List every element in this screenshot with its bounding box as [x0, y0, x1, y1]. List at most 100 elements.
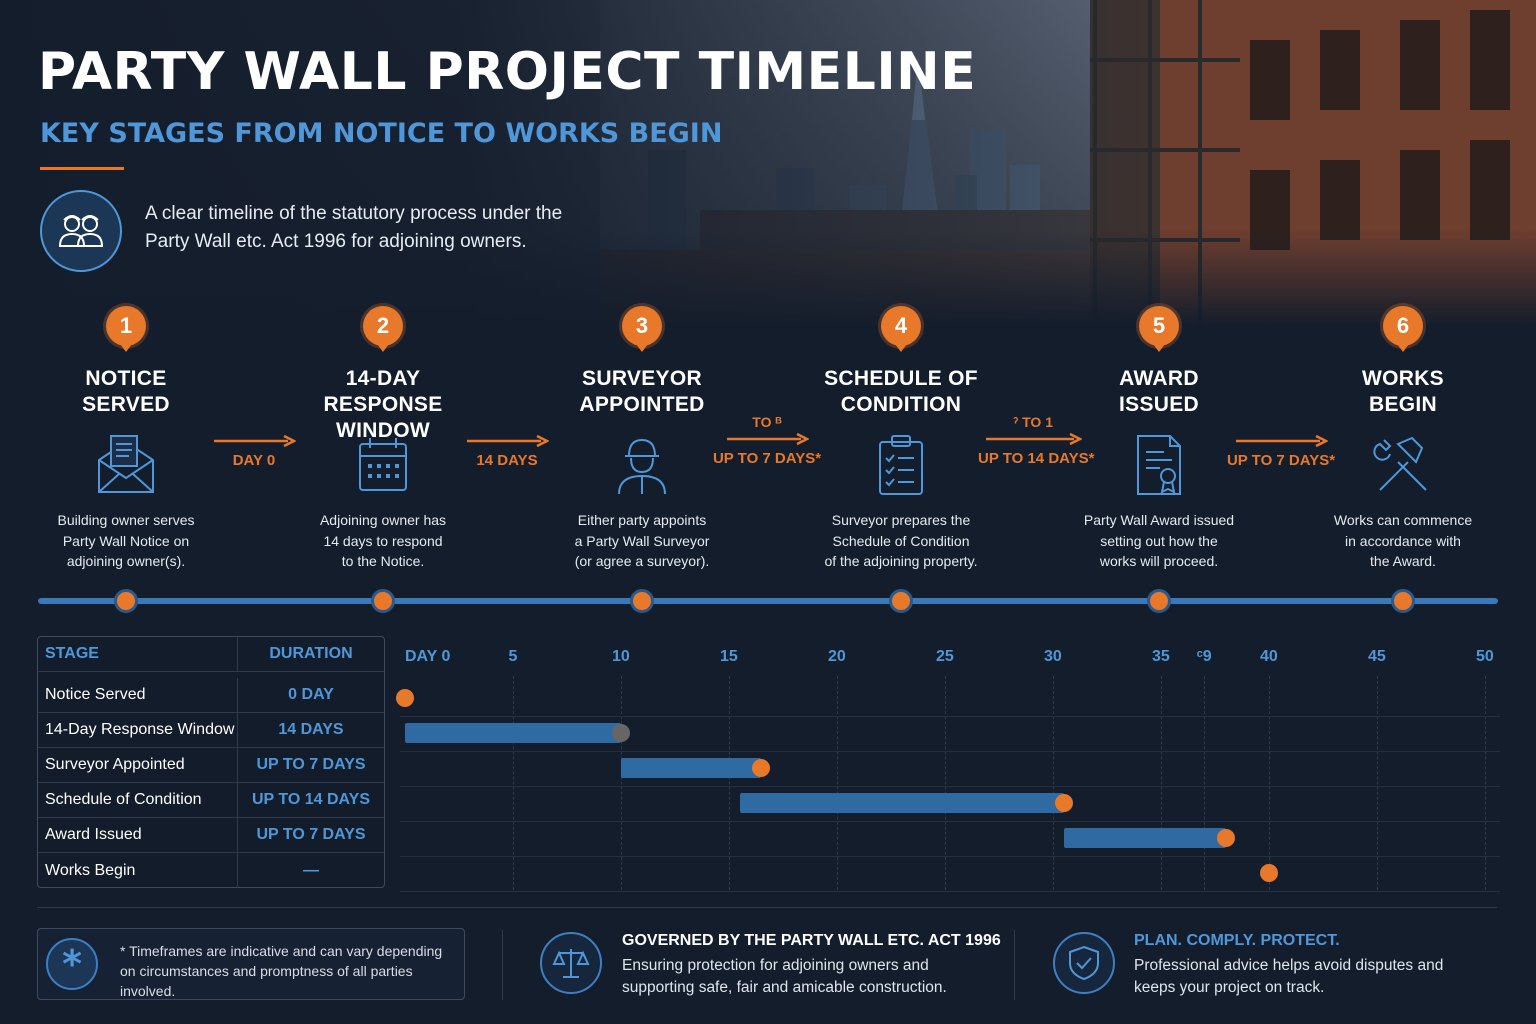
- asterisk-icon: *: [46, 938, 98, 990]
- stage-pin: [1153, 344, 1165, 352]
- gantt-tick-label: 15: [720, 648, 738, 665]
- stage-pin: [1397, 344, 1409, 352]
- table-row: 14-Day Response Window 14 DAYS: [38, 713, 384, 748]
- table-cell-duration: 0 DAY: [288, 686, 334, 703]
- stage-number-badge: 1: [106, 306, 146, 346]
- gantt-gridline: [1204, 676, 1206, 890]
- gantt-milestone-marker: [1054, 794, 1073, 812]
- table-cell-stage: Surveyor Appointed: [38, 748, 238, 782]
- gantt-bar: [405, 723, 621, 743]
- hero-background: [0, 0, 1536, 326]
- gantt-milestone-marker: [1216, 829, 1235, 847]
- arrow-right-icon: [214, 434, 296, 448]
- gantt-bar: [621, 758, 762, 778]
- table-header-duration: DURATION: [269, 645, 353, 662]
- connector-arrow: DAY 0: [199, 424, 309, 469]
- stage-response-window: 2 14-DAY RESPONSE WINDOW Adjoining owner…: [263, 306, 503, 569]
- stage-description: Party Wall Award issued setting out how …: [1083, 512, 1235, 569]
- table-row: Works Begin —: [38, 853, 384, 888]
- hammer-wrench-icon: [1373, 436, 1427, 491]
- table-cell-stage: Award Issued: [38, 818, 238, 852]
- table-row: Schedule of Condition UP TO 14 DAYS: [38, 783, 384, 818]
- plan-title: PLAN. COMPLY. PROTECT.: [1134, 932, 1340, 949]
- connector-label: UP TO 14 DAYS*: [978, 450, 1095, 467]
- table-cell-duration: UP TO 7 DAYS: [256, 826, 366, 843]
- table-cell-duration: UP TO 7 DAYS: [256, 756, 366, 773]
- gantt-gridline: [621, 676, 622, 890]
- gantt-tick-label: 30: [1044, 648, 1062, 665]
- connector-arrow: TO ᴮ UP TO 7 DAYS*: [712, 414, 822, 467]
- gantt-tick-label: 25: [936, 648, 954, 665]
- stage-description: Surveyor prepares the Schedule of Condit…: [824, 512, 978, 569]
- table-header-stage: STAGE: [38, 637, 238, 671]
- table-cell-stage: 14-Day Response Window: [38, 713, 238, 747]
- connector-label: DAY 0: [232, 452, 276, 469]
- table-row: Notice Served 0 DAY: [38, 678, 384, 713]
- intro-text: A clear timeline of the statutory proces…: [145, 203, 563, 252]
- certificate-icon: [1137, 435, 1181, 495]
- scales-icon: [540, 932, 602, 994]
- page-title: PARTY WALL PROJECT TIMELINE: [38, 42, 977, 102]
- stage-title: SCHEDULE OF CONDITION: [824, 367, 978, 416]
- gantt-row-line: [400, 716, 1500, 717]
- gantt-gridline: [1377, 676, 1378, 890]
- stage-number-badge: 5: [1139, 306, 1179, 346]
- stage-description: Either party appoints a Party Wall Surve…: [574, 512, 710, 569]
- table-cell-stage: Notice Served: [38, 678, 238, 712]
- gantt-gridline: [837, 676, 838, 890]
- table-cell-stage: Works Begin: [38, 853, 238, 888]
- gantt-tick-label: 10: [612, 648, 630, 665]
- footer-divider-vertical: [1014, 930, 1015, 1000]
- stage-pin: [895, 344, 907, 352]
- gantt-row-line: [400, 891, 1500, 892]
- table-header-row: STAGE DURATION: [38, 637, 384, 672]
- timeline-marker: [114, 589, 138, 613]
- stage-award-issued: 5 AWARD ISSUED Party Wall Award issued s…: [1039, 306, 1279, 569]
- stage-number-badge: 3: [622, 306, 662, 346]
- governed-body: Ensuring protection for adjoining owners…: [622, 957, 947, 996]
- stage-number-badge: 4: [881, 306, 921, 346]
- stage-pin: [377, 344, 389, 352]
- stage-title: WORKS BEGIN: [1362, 367, 1444, 416]
- gantt-bar: [739, 793, 1064, 813]
- table-cell-stage: Schedule of Condition: [38, 783, 238, 817]
- table-row: Award Issued UP TO 7 DAYS: [38, 818, 384, 853]
- stage-pin: [636, 344, 648, 352]
- gantt-row-line: [400, 821, 1500, 822]
- stage-works-begin: 6 WORKS BEGIN Works can commence in acco…: [1283, 306, 1523, 569]
- table-cell-duration: 14 DAYS: [278, 721, 344, 738]
- stage-surveyor-appointed: 3 SURVEYOR APPOINTED Either party appoin…: [522, 306, 762, 569]
- timeline-marker: [1147, 589, 1171, 613]
- connector-arrow: 14 DAYS: [452, 424, 562, 469]
- footer-divider-vertical: [502, 930, 503, 1000]
- connector-label: UP TO 7 DAYS*: [1226, 452, 1336, 469]
- plan-body: Professional advice helps avoid disputes…: [1134, 957, 1444, 996]
- gantt-chart: DAY 0 5 10 15 20 25 30 35 ᶜ9 40 45 50: [396, 640, 1500, 892]
- connector-label: 14 DAYS: [476, 452, 538, 469]
- table-cell-duration: UP TO 14 DAYS: [252, 791, 370, 808]
- stage-description: Building owner serves Party Wall Notice …: [57, 512, 195, 569]
- gantt-gridline: [1053, 676, 1054, 890]
- footer-divider: [37, 907, 1497, 908]
- arrow-right-icon: [467, 434, 549, 448]
- gantt-row-line: [400, 856, 1500, 857]
- envelope-icon: [98, 435, 154, 493]
- arrow-right-icon: [727, 432, 809, 446]
- clipboard-checklist-icon: [879, 435, 923, 495]
- stage-title: AWARD ISSUED: [1119, 367, 1199, 416]
- note-text: * Timeframes are indicative and can vary…: [120, 943, 443, 999]
- timeline-bar: [38, 598, 1498, 604]
- connector-top-label: TO ᴮ: [752, 414, 782, 430]
- gantt-milestone-marker: [612, 724, 630, 742]
- gantt-tick-label: 40: [1260, 648, 1278, 665]
- stage-schedule-of-condition: 4 SCHEDULE OF CONDITION Surveyor prepare…: [781, 306, 1021, 569]
- stage-number-badge: 6: [1383, 306, 1423, 346]
- stage-number-badge: 2: [363, 306, 403, 346]
- stage-pin: [120, 344, 132, 352]
- gantt-tick-label: 20: [828, 648, 846, 665]
- gantt-gridline: [1485, 676, 1486, 890]
- title-accent-rule: [40, 167, 124, 170]
- gantt-gridline: [729, 676, 730, 890]
- gantt-tick-label: 50: [1476, 648, 1494, 665]
- stage-duration-table: STAGE DURATION Notice Served 0 DAY 14-Da…: [37, 636, 385, 888]
